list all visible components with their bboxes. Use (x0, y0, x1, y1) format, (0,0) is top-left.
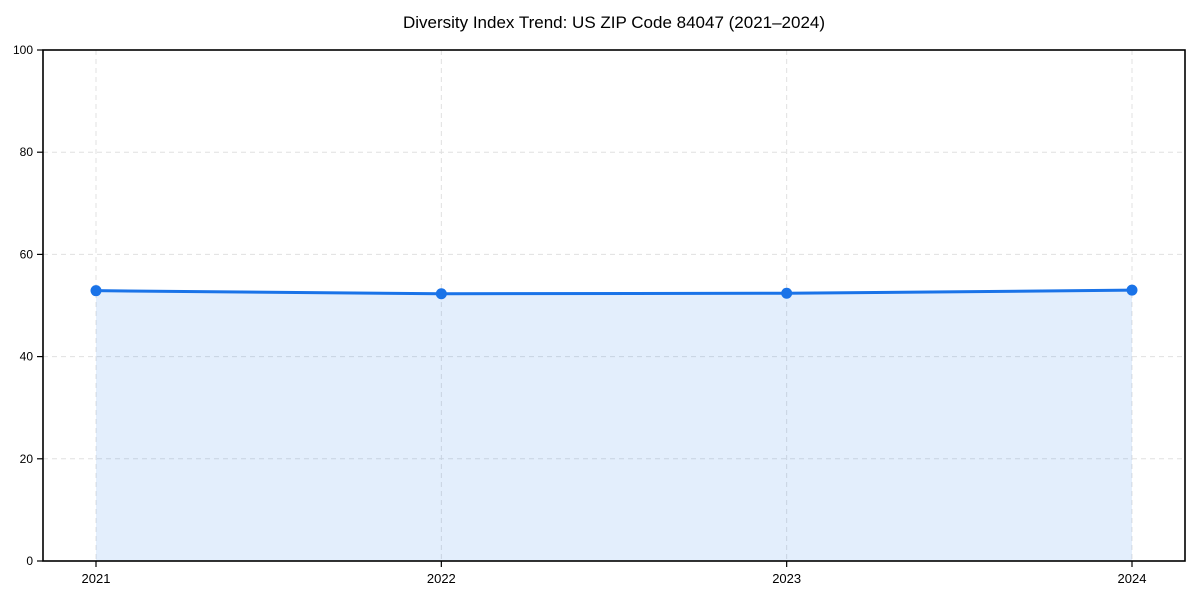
data-point (781, 287, 793, 299)
x-axis-tick-label: 2022 (427, 571, 456, 586)
trend-line (94, 288, 1134, 296)
plot-border (42, 49, 1186, 562)
data-point (1126, 284, 1138, 296)
y-axis-tick-label: 0 (26, 554, 33, 568)
x-axis-tick-label: 2024 (1118, 571, 1147, 586)
area-fill (96, 290, 1132, 561)
data-point (435, 288, 447, 300)
x-axis-tick-label: 2021 (82, 571, 111, 586)
y-axis-tick-label: 40 (20, 350, 34, 364)
y-axis-tick-label: 100 (13, 43, 33, 57)
y-axis-tick-label: 80 (20, 145, 34, 159)
chart-title: Diversity Index Trend: US ZIP Code 84047… (402, 13, 826, 32)
y-axis-tick-label: 20 (20, 452, 34, 466)
y-axis-tick-label: 60 (20, 247, 34, 261)
data-point (90, 285, 102, 297)
x-axis-tick-label: 2023 (772, 571, 801, 586)
